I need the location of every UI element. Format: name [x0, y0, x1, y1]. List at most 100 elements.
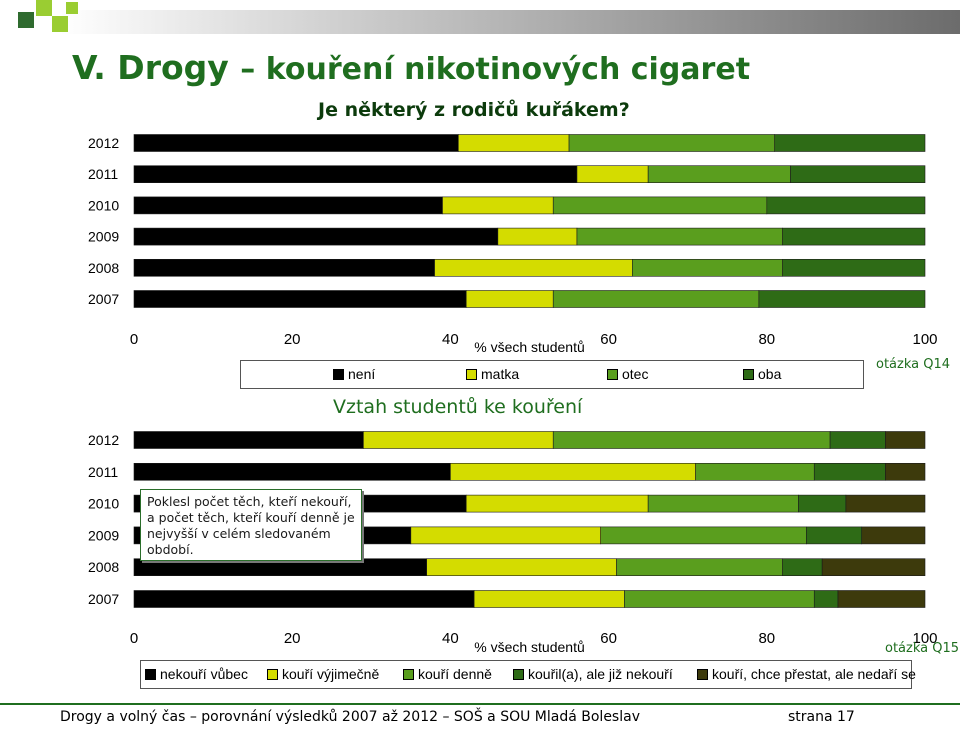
legend-item: kouří denně: [403, 666, 492, 682]
legend-label: nekouří vůbec: [160, 666, 248, 682]
c1-x-tick-label: 0: [130, 331, 138, 348]
c2-bar-segment: [861, 526, 926, 545]
c2-bar-segment: [837, 590, 926, 608]
c1-year-label: 2011: [88, 166, 118, 182]
chart1-question-note: otázka Q14: [876, 357, 951, 372]
c1-bar-segment: [758, 290, 926, 308]
legend-item: kouřil(a), ale již nekouří: [513, 666, 673, 682]
legend-swatch: [145, 668, 156, 680]
c1-bar-segment: [766, 196, 926, 215]
chart2-question-note: otázka Q15: [885, 641, 960, 656]
c2-year-label: 2007: [88, 591, 119, 607]
c2-x-tick-label: 0: [130, 630, 138, 647]
c2-year-label: 2009: [88, 527, 119, 543]
c2-bar-segment: [410, 526, 601, 545]
c2-year-label: 2008: [88, 559, 119, 575]
c1-year-label: 2007: [88, 291, 119, 307]
chart1-legend: není matka otec oba: [240, 360, 864, 389]
legend-swatch: [513, 668, 524, 680]
legend-item: matka: [466, 366, 519, 382]
slide-title-main: V. Drogy: [72, 48, 229, 87]
c2-x-tick-label: 100: [912, 630, 937, 647]
legend-swatch: [743, 368, 754, 380]
legend-label: kouří denně: [418, 666, 492, 682]
c1-year-label: 2009: [88, 229, 119, 245]
c2-bar-segment: [552, 431, 831, 449]
legend-label: kouřil(a), ale již nekouří: [528, 666, 673, 682]
slide-title-sub: – kouření nikotinových cigaret: [240, 52, 751, 87]
legend-item: otec: [607, 366, 648, 382]
c2-bar-segment: [845, 494, 926, 513]
legend-item: kouří, chce přestat, ale nedaří se: [697, 666, 916, 682]
c2-bar-segment: [821, 558, 926, 577]
c1-year-label: 2012: [88, 135, 119, 151]
chart2-legend: nekouří vůbec kouří výjimečně kouří denně k…: [140, 660, 916, 689]
legend-label: otec: [622, 366, 649, 382]
c2-bar-segment: [829, 431, 886, 449]
legend-label: kouří výjimečně: [282, 666, 380, 682]
c2-x-tick-label: 60: [600, 630, 617, 647]
c2-x-tick-label: 40: [442, 630, 459, 647]
legend-swatch: [333, 368, 344, 380]
c1-x-tick-label: 40: [442, 331, 459, 348]
c2-bar-segment: [647, 494, 799, 513]
legend-swatch: [697, 668, 708, 680]
c2-bar-segment: [813, 462, 886, 481]
legend-swatch: [267, 668, 278, 680]
chart1-title: Je některý z rodičů kuřákem?: [318, 99, 630, 121]
c1-bar-segment: [774, 134, 926, 152]
legend-item: oba: [743, 366, 781, 382]
annotation-callout: Poklesl počet těch, kteří nekouří, a poč…: [140, 489, 362, 561]
legend-label: kouří, chce přestat, ale nedaří se: [712, 666, 916, 682]
c2-bar-segment: [798, 494, 847, 513]
c1-year-label: 2008: [88, 260, 119, 276]
c1-bar-segment: [782, 227, 926, 246]
c2-bar-segment: [806, 526, 863, 545]
c2-bar-segment: [813, 590, 839, 608]
c2-bar-segment: [133, 590, 475, 608]
c1-x-tick-label: 100: [912, 331, 937, 348]
page-number: strana 17: [788, 709, 855, 725]
c2-bar-segment: [600, 526, 807, 545]
c2-bar-segment: [885, 431, 926, 449]
c1-x-axis-title: % všech studentů: [474, 339, 585, 355]
c1-bar-segment: [790, 165, 926, 183]
c1-year-label: 2010: [88, 197, 119, 213]
c2-year-label: 2012: [88, 432, 119, 448]
c2-bar-segment: [885, 462, 926, 481]
c2-bar-segment: [624, 590, 815, 608]
c2-bar-segment: [133, 431, 364, 449]
legend-swatch: [403, 668, 414, 680]
legend-item: kouří výjimečně: [267, 666, 379, 682]
legend-item: nekouří vůbec: [145, 666, 248, 682]
c2-year-label: 2010: [88, 496, 119, 512]
legend-swatch: [607, 368, 618, 380]
footer: Drogy a volný čas – porovnání výsledků 2…: [0, 703, 960, 729]
c2-x-tick-label: 20: [284, 630, 301, 647]
footer-text: Drogy a volný čas – porovnání výsledků 2…: [60, 709, 640, 725]
c2-bar-segment: [426, 558, 617, 577]
c1-bar-segment: [782, 258, 926, 277]
legend-label: matka: [481, 366, 520, 382]
c2-year-label: 2011: [88, 464, 118, 480]
c2-bar-segment: [782, 558, 823, 577]
legend-label: není: [348, 366, 376, 382]
legend-swatch: [466, 368, 477, 380]
c1-x-tick-label: 20: [284, 331, 301, 348]
c2-bar-segment: [616, 558, 783, 577]
c2-bar-segment: [133, 558, 427, 577]
c2-x-tick-label: 80: [758, 630, 775, 647]
slide-title: V. Drogy – kouření nikotinových cigaret: [72, 48, 750, 87]
c2-bar-segment: [473, 590, 625, 608]
c2-bar-segment: [363, 431, 554, 449]
c1-x-tick-label: 80: [758, 331, 775, 348]
c2-bar-segment: [695, 462, 815, 481]
legend-item: není: [333, 366, 375, 382]
c2-x-axis-title: % všech studentů: [474, 639, 585, 655]
c2-bar-segment: [450, 462, 696, 481]
c1-x-tick-label: 60: [600, 331, 617, 348]
header-decoration: [18, 0, 960, 34]
chart2-title: Vztah studentů ke kouření: [333, 396, 583, 418]
